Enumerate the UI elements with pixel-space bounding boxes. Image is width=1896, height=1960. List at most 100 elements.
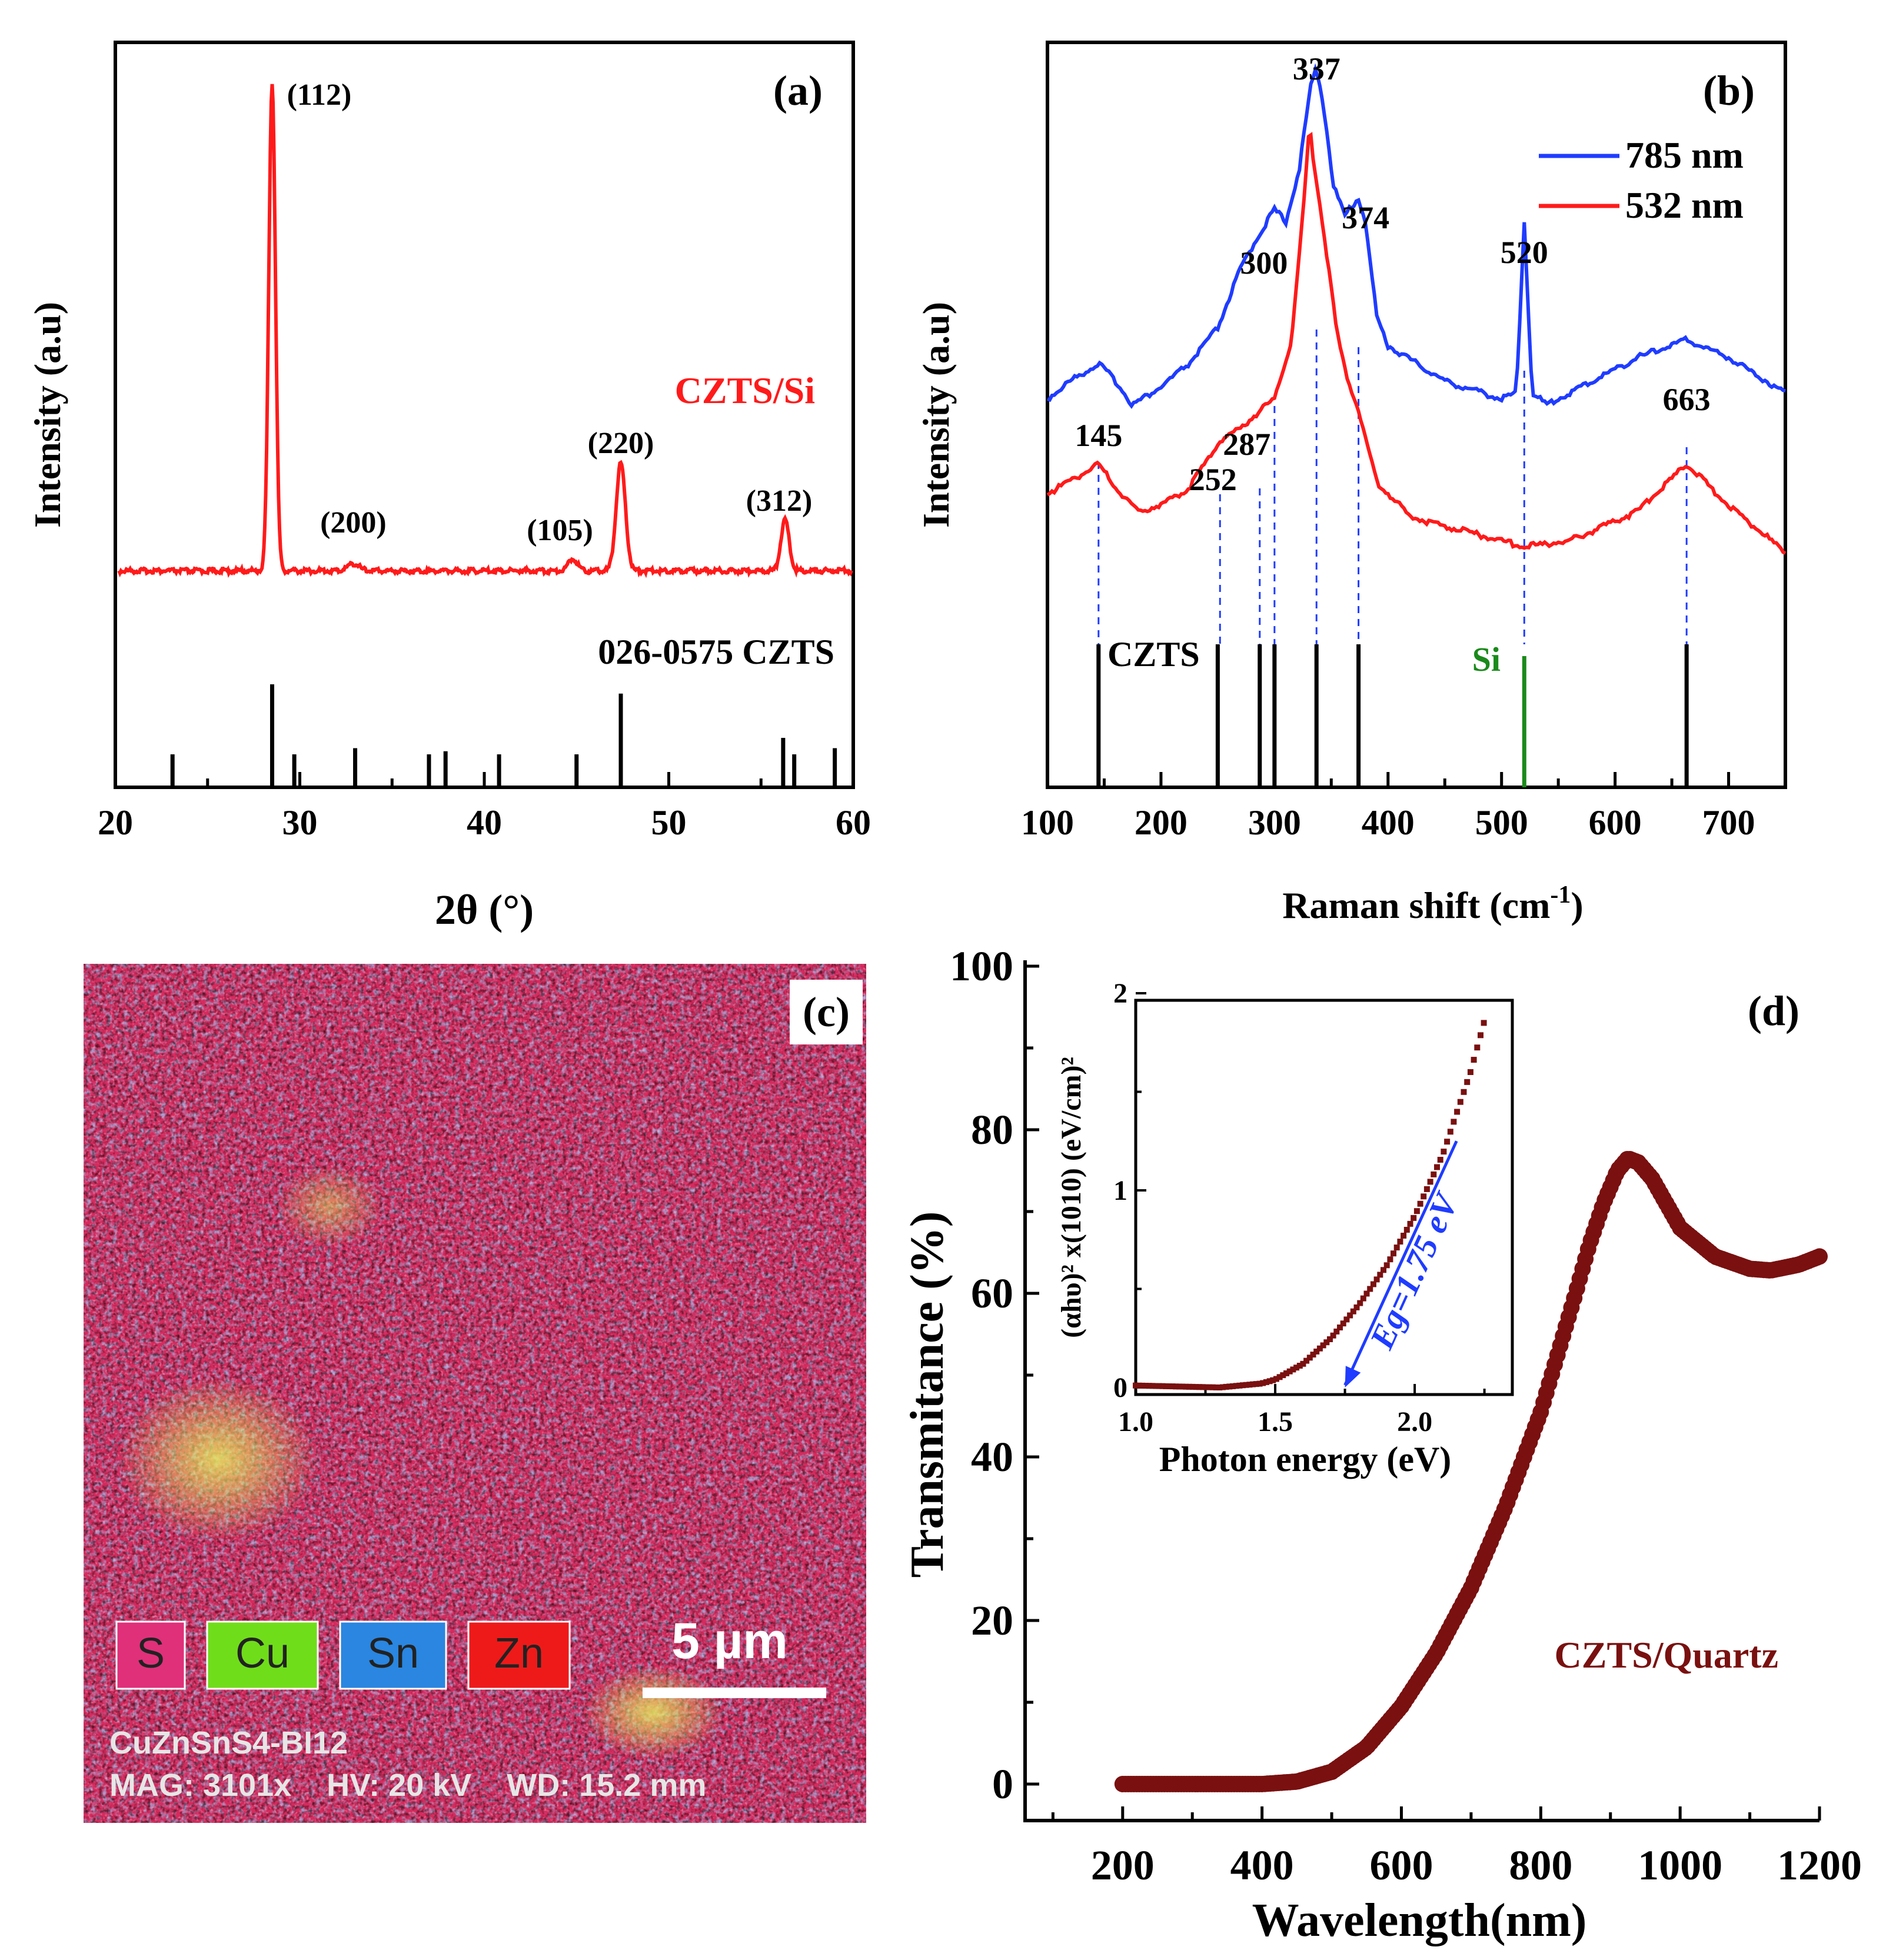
czts-si-label: CZTS/Si [675,370,815,411]
legend-532-label: 532 nm [1625,184,1744,226]
raman-peak-label: 663 [1663,382,1711,417]
raman-peak-label: 300 [1240,245,1288,281]
panel-b-frame [1046,41,1787,789]
panel-b-xtick-label: 100 [1021,803,1074,842]
tauc-point [1464,1079,1471,1085]
tauc-point [1316,1345,1323,1352]
panel-c-eds-map: (c) S Cu Sn Zn 5 µm CuZnSnS4-BI12 MAG: 3… [84,964,866,1823]
tauc-point [1373,1276,1380,1283]
tauc-point [1387,1256,1393,1263]
tauc-point [1153,1383,1159,1389]
panel-c-label: (c) [803,989,850,1036]
tauc-point [1300,1360,1306,1367]
tauc-point [1457,1099,1463,1105]
eds-map-cu-rich-region-3 [277,1165,382,1247]
panel-d-xtick-label: 800 [1509,1842,1572,1889]
tauc-point [1226,1383,1233,1390]
tauc-point [1290,1366,1296,1373]
raman-peak-label: 145 [1075,418,1122,453]
tauc-point [1407,1220,1413,1227]
panel-d-ytick-label: 40 [971,1433,1013,1480]
legend-cu-swatch [206,1620,319,1690]
tauc-point [1393,1244,1400,1251]
xrd-peak-label: (105) [527,514,593,547]
panel-d-xtick-label: 1000 [1638,1842,1722,1889]
czts-quartz-label: CZTS/Quartz [1555,1634,1778,1676]
czts-si-curve [117,84,853,578]
panel-d-xtick-label: 400 [1230,1842,1294,1889]
legend-sn-swatch [339,1620,447,1690]
tauc-point [1333,1328,1340,1335]
xrd-peak-label: (112) [287,78,352,112]
tauc-point [1213,1384,1219,1390]
panel-d-label: (d) [1748,987,1799,1034]
tauc-point [1186,1383,1192,1390]
tauc-point [1310,1352,1316,1358]
tauc-point [1173,1383,1179,1390]
legend-zn-label: Zn [494,1630,544,1677]
tauc-point [1313,1348,1320,1355]
tauc-point [1471,1057,1477,1063]
panel-d-xlabel: Wavelength(nm) [1252,1895,1587,1946]
tauc-point [1330,1332,1336,1339]
panel-a-xtick-label: 60 [836,803,871,842]
tauc-point [1411,1214,1417,1221]
eds-map-cu-rich-region-2 [583,1665,724,1759]
tauc-point [1240,1382,1246,1389]
tauc-point [1280,1372,1286,1379]
tauc-point [1434,1164,1440,1170]
reference-card-label: 026-0575 CZTS [598,633,834,671]
panel-a-xtick-label: 50 [651,803,687,842]
legend-sn-label: Sn [367,1630,419,1677]
inset-xtick-label: 1.0 [1118,1406,1153,1437]
tauc-point [1360,1295,1366,1302]
tauc-point [1367,1286,1373,1292]
inset-ytick-label: 2 [1113,978,1127,1009]
panel-d-ytick-label: 0 [992,1761,1013,1808]
panel-b-ylabel: Intensity (a.u) [915,302,957,528]
panel-a-label: (a) [773,67,823,114]
tauc-point [1397,1239,1403,1245]
tauc-point [1431,1171,1437,1177]
tauc-point [1461,1089,1467,1095]
raman-peak-label: 287 [1223,427,1270,462]
xrd-peak-label: (200) [320,506,387,540]
tauc-point [1320,1342,1326,1349]
tauc-point [1219,1384,1226,1390]
panel-d-axes [1023,960,1820,1822]
panel-a-xtick-label: 30 [282,803,318,842]
inset-xlabel: Photon energy (eV) [1159,1440,1452,1479]
tauc-point [1156,1383,1162,1389]
tauc-point [1143,1383,1149,1389]
inset-xtick-label: 1.5 [1258,1406,1293,1437]
inset-ylabel: (αhυ)² x(1010) (eV/cm)² [1056,1057,1087,1338]
tauc-point [1327,1336,1333,1342]
tauc-point [1441,1149,1447,1155]
sample-caption: CuZnSnS4-BI12 [109,1725,348,1761]
tauc-point [1474,1044,1481,1051]
panel-b-xtick-label: 400 [1362,803,1415,842]
tauc-point [1444,1139,1451,1145]
tauc-point [1353,1304,1360,1310]
tauc-point [1206,1384,1213,1390]
tauc-point [1136,1382,1142,1389]
tauc-point [1139,1382,1146,1389]
tauc-point [1423,1186,1430,1192]
tauc-point [1193,1384,1199,1390]
tauc-point [1296,1363,1303,1369]
tauc-point [1306,1355,1313,1361]
tauc-point [1203,1384,1209,1390]
tauc-point [1250,1381,1256,1387]
tauc-point [1403,1227,1410,1233]
tauc-point [1263,1379,1269,1385]
tauc-point [1133,1382,1139,1389]
legend-s-swatch [115,1620,186,1690]
inset-frame [1134,999,1514,1396]
tauc-point [1199,1384,1206,1390]
panel-d-ylabel: Transmitance (%) [902,1212,953,1578]
legend-zn-swatch [467,1620,571,1690]
tauc-point [1454,1109,1461,1115]
tauc-point [1283,1370,1289,1376]
inset-ytick-label: 0 [1113,1372,1127,1403]
